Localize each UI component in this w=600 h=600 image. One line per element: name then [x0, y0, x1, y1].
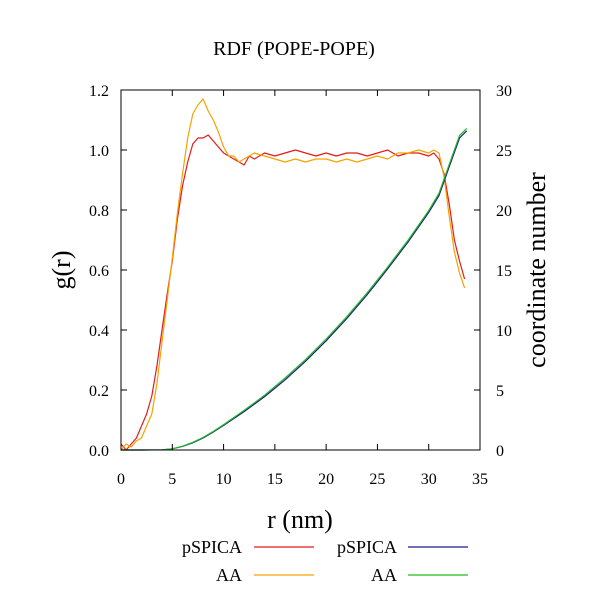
y-tick-label: 0.8: [89, 203, 109, 220]
y-axis-ticks: 0.0 0.2 0.4 0.6 0.8 1.0 1.2: [89, 83, 127, 460]
y-tick-label: 1.0: [89, 143, 109, 160]
legend-label-aa-rdf: AA: [216, 565, 242, 585]
legend-label-pspica-cn: pSPICA: [337, 537, 397, 557]
legend-label-pspica-rdf: pSPICA: [182, 537, 242, 557]
y-tick-label: 0.6: [89, 263, 109, 280]
y-tick-label: 0.2: [89, 383, 109, 400]
x-tick-label: 30: [421, 471, 437, 488]
y2-axis-label: coordinate number: [522, 172, 551, 368]
x-tick-label: 10: [216, 471, 232, 488]
series-line-pspica-rdf: [120, 134, 466, 451]
y2-tick-label: 30: [496, 83, 512, 100]
y-axis-label: g(r): [47, 251, 76, 290]
series-line-aa-coordination: [121, 127, 468, 451]
x-tick-label: 0: [117, 471, 125, 488]
plot-lines: [120, 98, 468, 451]
x-tick-label: 35: [472, 471, 488, 488]
chart-title: RDF (POPE-POPE): [213, 38, 375, 60]
y-tick-label: 0.0: [89, 443, 109, 460]
series-line-aa-rdf: [120, 98, 466, 451]
y2-axis-ticks: 0 5 10 15 20 25 30: [474, 83, 512, 460]
legend-label-aa-cn: AA: [371, 565, 397, 585]
y2-tick-label: 25: [496, 143, 512, 160]
y2-tick-label: 20: [496, 203, 512, 220]
y-tick-label: 0.4: [89, 323, 109, 340]
y2-tick-label: 5: [496, 383, 504, 400]
y2-tick-label: 15: [496, 263, 512, 280]
x-tick-label: 5: [168, 471, 176, 488]
x-tick-label: 20: [318, 471, 334, 488]
plot-frame: [120, 89, 481, 451]
legend: pSPICA AA pSPICA AA: [182, 537, 468, 585]
x-tick-label: 25: [369, 471, 385, 488]
y-tick-label: 1.2: [89, 83, 109, 100]
x-axis-ticks: 0 5 10 15 20 25 30 35: [117, 90, 488, 488]
series-line-pspica-coordination: [121, 130, 468, 451]
x-axis-label: r (nm): [267, 505, 333, 534]
x-tick-label: 15: [267, 471, 283, 488]
y2-tick-label: 10: [496, 323, 512, 340]
y2-tick-label: 0: [496, 443, 504, 460]
